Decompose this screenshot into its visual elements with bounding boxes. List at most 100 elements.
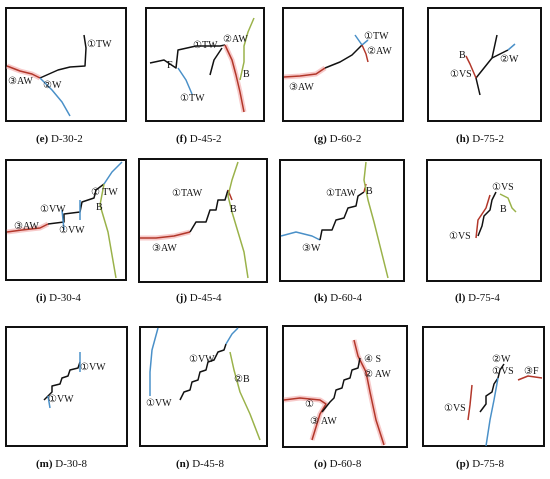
panel-f: ①TW ②AW F B ①TW (f) D-45-2 [145,7,265,145]
panel-l-red-crack [475,194,491,239]
panel-j-black-crack [189,189,229,233]
panel-m: ①VW ①VW (m) D-30-8 [5,326,128,470]
panel-j-label-1: ①TAW [172,188,203,199]
panel-k-label-1: ①TAW [326,188,357,199]
panel-e: ①TW ③AW ②W (e) D-30-2 [5,7,127,145]
panel-n-green-crack [229,351,261,441]
panel-l-label-1: ①VS [492,182,514,193]
panel-e-black-crack [39,34,87,79]
panel-p-label-3: ③F [524,366,539,377]
panel-f-black-crack [149,44,226,69]
panel-l-black-crack [477,191,497,237]
panel-o-label-3: ① [305,399,314,410]
panel-l-label-2: B [500,204,507,215]
panel-f-blue-crack [177,67,193,95]
panel-i-label-3: B [96,202,103,213]
panel-f-frame [145,7,265,122]
panel-k-black-crack [319,191,365,241]
panel-f-label-4: B [243,69,250,80]
panel-h-caption: (h) D-75-2 [456,133,504,145]
panel-k: ①TAW B ③W (k) D-60-4 [279,159,405,304]
panel-j-green-crack [227,161,249,279]
panel-f-caption: (f) D-45-2 [176,133,222,145]
panel-n-caption: (n) D-45-8 [176,458,224,470]
panel-l-frame [426,159,542,282]
panel-k-green-crack [363,161,389,279]
panel-f-label-5: ①TW [180,93,205,104]
panel-o: ④ S ② AW ① ③ AW (o) D-60-8 [282,325,408,470]
panel-n-black-crack [179,343,227,401]
panel-g-label-2: ②AW [367,46,392,57]
panel-n-label-3: ②B [234,374,250,385]
panel-p-caption: (p) D-75-8 [456,458,504,470]
panel-j: ①TAW B ③AW (j) D-45-4 [138,158,268,304]
panel-p-frame [422,326,545,447]
panel-m-black-crack [43,361,81,401]
panel-m-caption: (m) D-30-8 [36,458,88,470]
panel-g-label-1: ①TW [364,31,389,42]
panel-m-label-2: ①VW [48,394,74,405]
panel-h-blue-crack [507,43,516,51]
panel-m-frame [5,326,128,447]
panel-i-red-crack [6,223,49,233]
panel-f-green-crack [239,17,255,81]
panel-k-label-3: ③W [302,243,321,254]
panel-k-label-2: B [366,186,373,197]
panel-p: ②W ①VS ③F ①VS (p) D-75-8 [422,326,545,470]
panel-h-red-crack [465,55,477,79]
panel-p-label-1: ②W [492,354,511,365]
panel-o-red-crack [353,339,385,446]
panel-e-label-3: ②W [43,80,62,91]
panel-o-frame [282,325,408,448]
panel-i-blue-crack [103,161,123,185]
panel-k-frame [279,159,405,282]
panel-l-caption: (l) D-75-4 [455,292,500,304]
panel-h-frame [427,7,542,122]
panel-m-blue-crack [47,352,81,409]
panel-f-label-3: F [167,60,173,71]
panel-i-caption: (i) D-30-4 [36,292,81,304]
panel-h: B ②W ①VS (h) D-75-2 [427,7,542,145]
panel-h-label-3: ①VS [450,69,472,80]
panel-f-red-crack [224,44,245,113]
panel-h-black-crack [475,34,498,96]
panel-o-caption: (o) D-60-8 [314,458,362,470]
panel-i-label-2: ①VW [40,204,66,215]
panel-i-black-crack [47,183,105,225]
panel-n-frame [139,326,268,447]
panel-f-label-1: ①TW [193,40,218,51]
panel-p-black-crack [479,363,505,413]
panel-g: ①TW ②AW ③AW (g) D-60-2 [282,7,404,145]
panel-i-label-1: ① TW [91,187,118,198]
panel-p-label-2: ①VS [492,366,514,377]
panel-n-label-2: ①VW [146,398,172,409]
panel-i-label-5: ①VW [59,225,85,236]
panel-l-label-3: ①VS [449,231,471,242]
panel-m-label-1: ①VW [80,362,106,373]
panel-p-red-crack-right [517,375,543,381]
panel-l-green-crack [499,193,517,213]
panel-o-label-2: ② AW [364,369,391,380]
panel-g-black-crack [324,44,363,69]
panel-o-label-4: ③ AW [310,416,337,427]
panel-h-label-2: ②W [500,54,519,65]
panel-k-blue-crack [280,231,321,241]
panel-o-label-1: ④ S [364,354,381,365]
panel-n: ①VW ①VW ②B (n) D-45-8 [139,326,268,470]
panel-e-red-crack [6,65,41,79]
panel-n-blue-crack [149,327,159,396]
panel-i-label-4: ③AW [14,221,39,232]
panel-g-caption: (g) D-60-2 [314,133,361,145]
panel-l: ①VS B ①VS (l) D-75-4 [426,159,542,304]
panel-g-red-crack [283,67,326,78]
panel-h-label-1: B [459,50,466,61]
panel-j-label-3: ③AW [152,243,177,254]
panel-i: ① TW ①VW B ③AW ①VW (i) D-30-4 [5,159,127,304]
panel-e-blue-crack [39,77,71,117]
panel-j-red-crack [140,231,191,239]
panel-j-frame [138,158,268,283]
panel-p-red-crack-left [467,384,473,421]
panel-e-label-2: ③AW [8,76,33,87]
panel-e-label-1: ①TW [87,39,112,50]
